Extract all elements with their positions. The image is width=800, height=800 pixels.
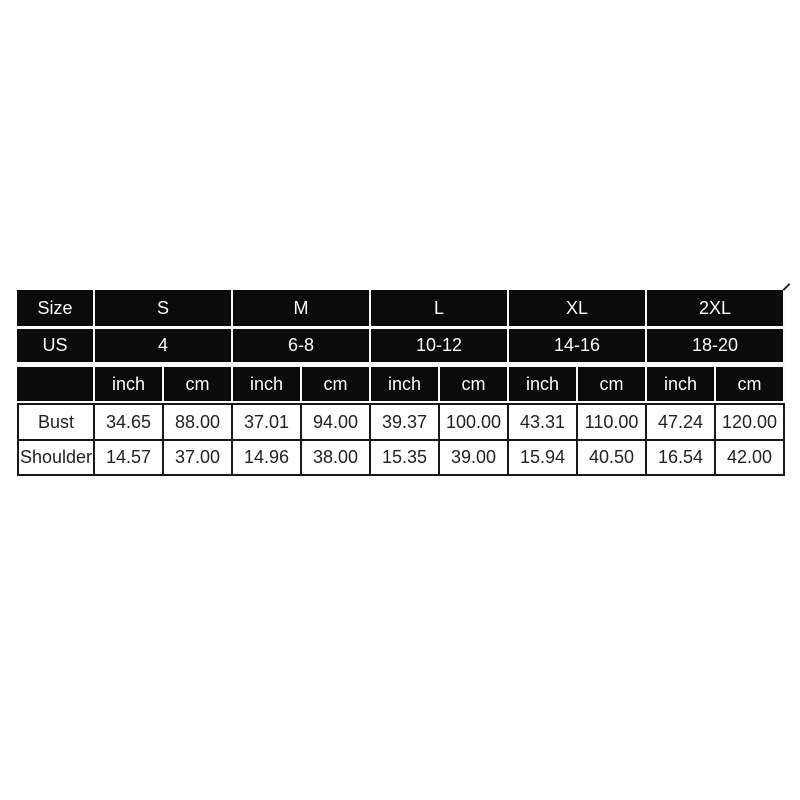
- size-group-cell: L: [371, 290, 510, 329]
- bust-row: Bust 34.65 88.00 37.01 94.00 39.37 100.0…: [17, 403, 786, 441]
- us-header-cell: US: [17, 329, 95, 367]
- unit-cell: cm: [164, 367, 234, 403]
- size-group-cell: S: [95, 290, 234, 329]
- measurement-label-cell: Bust: [17, 403, 95, 441]
- measurement-value-cell: 42.00: [716, 441, 786, 476]
- unit-cell: cm: [578, 367, 648, 403]
- measurement-value-cell: 40.50: [578, 441, 648, 476]
- unit-empty-cell: [17, 367, 95, 403]
- unit-cell: inch: [647, 367, 717, 403]
- unit-cell: inch: [371, 367, 441, 403]
- unit-cell: cm: [716, 367, 786, 403]
- measurement-value-cell: 100.00: [440, 403, 510, 441]
- measurement-value-cell: 14.96: [233, 441, 303, 476]
- unit-cell: inch: [509, 367, 579, 403]
- shoulder-row: Shoulder 14.57 37.00 14.96 38.00 15.35 3…: [17, 441, 786, 476]
- us-range-cell: 10-12: [371, 329, 510, 367]
- measurement-value-cell: 38.00: [302, 441, 372, 476]
- us-range-cell: 6-8: [233, 329, 372, 367]
- measurement-value-cell: 39.37: [371, 403, 441, 441]
- size-row: Size S M L XL 2XL: [17, 290, 786, 329]
- us-row: US 4 6-8 10-12 14-16 18-20: [17, 329, 786, 367]
- corner-artifact-line: [782, 283, 791, 291]
- measurement-value-cell: 37.00: [164, 441, 234, 476]
- us-range-cell: 14-16: [509, 329, 648, 367]
- measurement-value-cell: 37.01: [233, 403, 303, 441]
- unit-cell: inch: [95, 367, 164, 403]
- measurement-value-cell: 14.57: [95, 441, 164, 476]
- size-header-cell: Size: [17, 290, 95, 329]
- measurement-value-cell: 88.00: [164, 403, 234, 441]
- size-group-cell: XL: [509, 290, 648, 329]
- measurement-value-cell: 120.00: [716, 403, 786, 441]
- size-group-cell: 2XL: [647, 290, 786, 329]
- measurement-label-cell: Shoulder: [17, 441, 95, 476]
- us-range-cell: 18-20: [647, 329, 786, 367]
- unit-cell: cm: [302, 367, 372, 403]
- measurement-value-cell: 15.94: [509, 441, 579, 476]
- measurement-value-cell: 16.54: [647, 441, 717, 476]
- measurement-value-cell: 47.24: [647, 403, 717, 441]
- measurement-value-cell: 43.31: [509, 403, 579, 441]
- size-chart-table: Size S M L XL 2XL US 4 6-8 10-12 14-16 1…: [17, 290, 786, 476]
- size-group-cell: M: [233, 290, 372, 329]
- measurement-value-cell: 94.00: [302, 403, 372, 441]
- measurement-value-cell: 34.65: [95, 403, 164, 441]
- measurement-value-cell: 15.35: [371, 441, 441, 476]
- unit-cell: cm: [440, 367, 510, 403]
- unit-cell: inch: [233, 367, 303, 403]
- measurement-value-cell: 39.00: [440, 441, 510, 476]
- measurement-value-cell: 110.00: [578, 403, 648, 441]
- us-range-cell: 4: [95, 329, 234, 367]
- unit-row: inch cm inch cm inch cm inch cm inch cm: [17, 367, 786, 403]
